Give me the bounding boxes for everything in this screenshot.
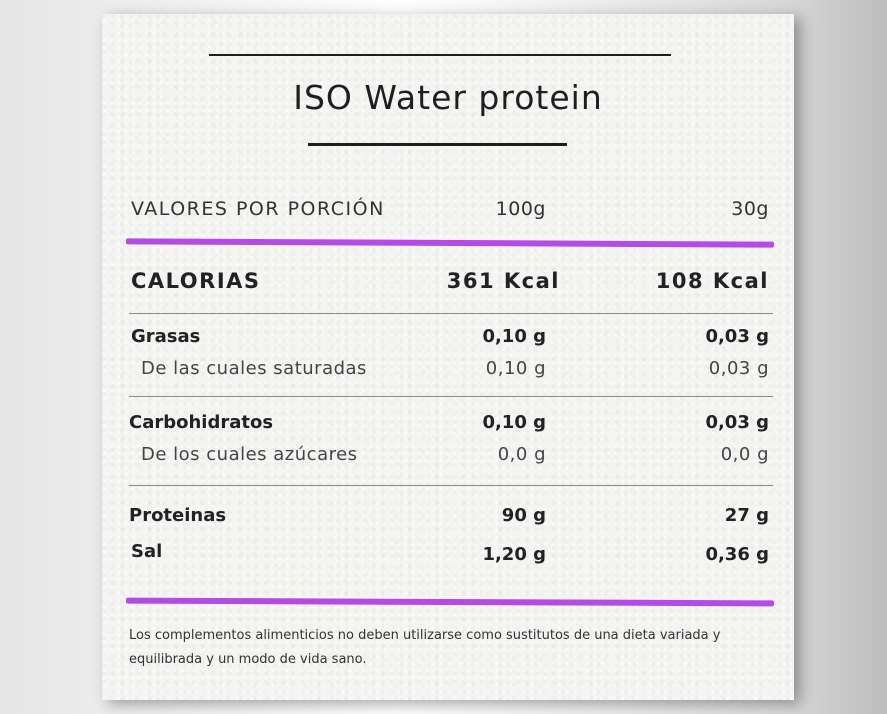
saturadas-30g: 0,03 g xyxy=(708,358,769,379)
header-col-100g: 100g xyxy=(495,198,546,220)
product-title: ISO Water protein xyxy=(293,78,603,117)
azucares-100g: 0,0 g xyxy=(497,444,546,465)
azucares-label: De los cuales azúcares xyxy=(141,444,358,465)
nutrition-label-card: ISO Water protein VALORES POR PORCIÓN 10… xyxy=(102,14,794,700)
accent-divider-top xyxy=(125,238,775,248)
carbohidratos-30g: 0,03 g xyxy=(705,412,769,433)
divider-grasas xyxy=(129,313,773,314)
accent-divider-bottom xyxy=(125,597,775,607)
saturadas-100g: 0,10 g xyxy=(485,358,546,379)
header-label: VALORES POR PORCIÓN xyxy=(131,198,385,220)
sal-label: Sal xyxy=(131,541,163,562)
disclaimer-text: Los complementos alimenticios no deben u… xyxy=(129,628,721,667)
grasas-label: Grasas xyxy=(131,326,201,347)
grasas-30g: 0,03 g xyxy=(705,326,769,347)
calorias-100g: 361 Kcal xyxy=(446,269,560,293)
top-rule xyxy=(209,54,671,56)
divider-carbohidratos xyxy=(129,396,773,397)
sal-100g: 1,20 g xyxy=(482,544,546,565)
divider-proteinas xyxy=(129,485,773,486)
proteinas-label: Proteinas xyxy=(129,505,227,526)
azucares-30g: 0,0 g xyxy=(720,444,769,465)
carbohidratos-100g: 0,10 g xyxy=(482,412,546,433)
title-underline xyxy=(308,143,567,146)
header-col-30g: 30g xyxy=(731,198,769,220)
calorias-30g: 108 Kcal xyxy=(655,269,769,293)
carbohidratos-label: Carbohidratos xyxy=(129,412,274,433)
calorias-label: CALORIAS xyxy=(131,269,261,293)
proteinas-30g: 27 g xyxy=(724,505,769,526)
proteinas-100g: 90 g xyxy=(501,505,546,526)
sal-30g: 0,36 g xyxy=(705,544,769,565)
saturadas-label: De las cuales saturadas xyxy=(141,358,367,379)
grasas-100g: 0,10 g xyxy=(482,326,546,347)
